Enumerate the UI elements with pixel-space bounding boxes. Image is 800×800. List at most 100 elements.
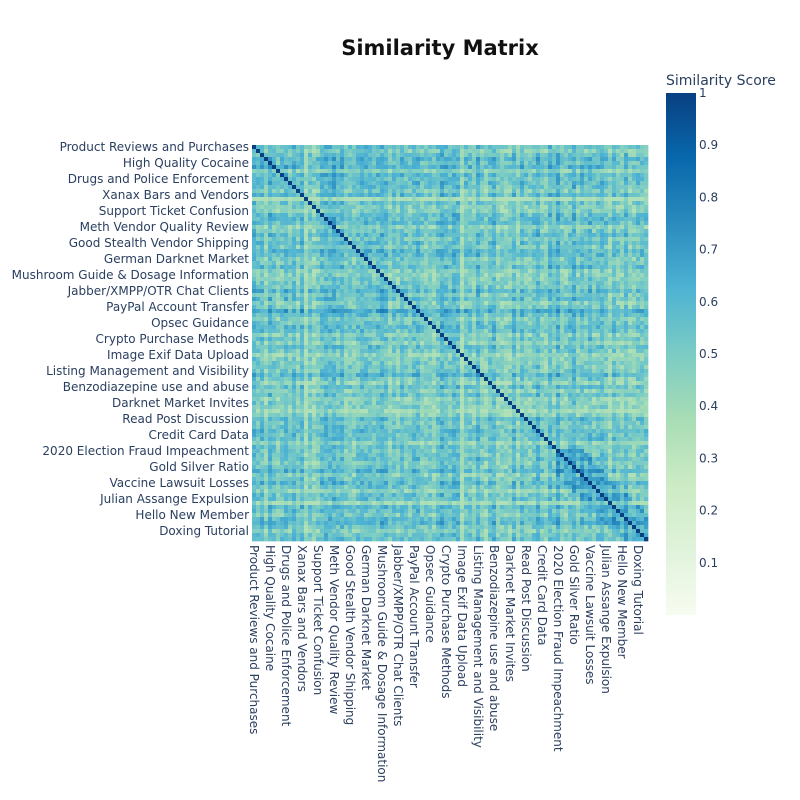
heatmap-cell	[472, 273, 477, 278]
heatmap-cell	[516, 257, 521, 262]
heatmap-cell	[372, 217, 377, 222]
heatmap-cell	[392, 225, 397, 230]
heatmap-cell	[644, 213, 649, 218]
heatmap-cell	[300, 197, 305, 202]
heatmap-cell	[548, 249, 553, 254]
heatmap-cell	[368, 165, 373, 170]
heatmap-cell	[432, 249, 437, 254]
heatmap-cell	[460, 253, 465, 258]
heatmap-cell	[484, 341, 489, 346]
heatmap-cell	[400, 169, 405, 174]
heatmap-cell	[332, 341, 337, 346]
heatmap-cell	[600, 177, 605, 182]
heatmap-cell	[328, 173, 333, 178]
heatmap-cell	[372, 237, 377, 242]
heatmap-cell	[644, 173, 649, 178]
heatmap-cell	[500, 161, 505, 166]
heatmap-cell	[348, 317, 353, 322]
heatmap-cell	[380, 185, 385, 190]
heatmap-cell	[488, 169, 493, 174]
heatmap-cell	[420, 301, 425, 306]
heatmap-cell	[496, 161, 501, 166]
heatmap-cell	[412, 189, 417, 194]
heatmap-cell	[308, 297, 313, 302]
heatmap-cell	[332, 285, 337, 290]
heatmap-cell	[572, 277, 577, 282]
heatmap-cell	[420, 193, 425, 198]
heatmap-cell	[404, 209, 409, 214]
heatmap-cell	[284, 165, 289, 170]
heatmap-cell	[528, 329, 533, 334]
heatmap-cell	[268, 317, 273, 322]
heatmap-cell	[420, 337, 425, 342]
heatmap-cell	[368, 285, 373, 290]
heatmap-cell	[496, 281, 501, 286]
heatmap-cell	[280, 257, 285, 262]
heatmap-cell	[428, 253, 433, 258]
heatmap-cell	[624, 157, 629, 162]
heatmap-cell	[388, 301, 393, 306]
heatmap-cell	[432, 165, 437, 170]
heatmap-cell	[460, 197, 465, 202]
heatmap-cell	[500, 193, 505, 198]
heatmap-cell	[436, 185, 441, 190]
heatmap-cell	[412, 217, 417, 222]
heatmap-cell	[412, 293, 417, 298]
heatmap-cell	[412, 325, 417, 330]
heatmap-cell	[288, 145, 293, 150]
heatmap-cell	[296, 313, 301, 318]
heatmap-cell	[632, 321, 637, 326]
heatmap-cell	[284, 205, 289, 210]
heatmap-cell	[260, 261, 265, 266]
heatmap-cell	[640, 273, 645, 278]
heatmap-cell	[400, 205, 405, 210]
heatmap-cell	[424, 293, 429, 298]
heatmap-cell	[620, 257, 625, 262]
heatmap-cell	[376, 237, 381, 242]
heatmap-cell	[452, 277, 457, 282]
heatmap-cell	[448, 277, 453, 282]
heatmap-cell	[440, 185, 445, 190]
heatmap-cell	[460, 169, 465, 174]
heatmap-cell	[408, 205, 413, 210]
heatmap-cell	[412, 333, 417, 338]
heatmap-cell	[580, 325, 585, 330]
heatmap-cell	[332, 269, 337, 274]
heatmap-cell	[504, 173, 509, 178]
heatmap-cell	[564, 185, 569, 190]
heatmap-cell	[484, 329, 489, 334]
heatmap-cell	[372, 229, 377, 234]
heatmap-cell	[396, 213, 401, 218]
heatmap-cell	[612, 213, 617, 218]
heatmap-cell	[352, 329, 357, 334]
heatmap-cell	[452, 201, 457, 206]
heatmap-cell	[408, 317, 413, 322]
heatmap-cell	[608, 209, 613, 214]
heatmap-cell	[380, 173, 385, 178]
heatmap-cell	[576, 201, 581, 206]
heatmap-cell	[520, 205, 525, 210]
heatmap-cell	[440, 337, 445, 342]
heatmap-cell	[400, 181, 405, 186]
heatmap-cell	[408, 289, 413, 294]
heatmap-cell	[320, 265, 325, 270]
heatmap-cell	[288, 193, 293, 198]
heatmap-cell	[528, 189, 533, 194]
heatmap-cell	[276, 193, 281, 198]
heatmap-cell	[404, 281, 409, 286]
heatmap-cell	[464, 281, 469, 286]
heatmap-cell	[560, 229, 565, 234]
heatmap-cell	[468, 273, 473, 278]
heatmap-cell	[288, 165, 293, 170]
heatmap-cell	[268, 309, 273, 314]
heatmap-cell	[544, 201, 549, 206]
heatmap-cell	[588, 321, 593, 326]
heatmap-cell	[400, 213, 405, 218]
heatmap-cell	[464, 201, 469, 206]
heatmap-cell	[316, 173, 321, 178]
heatmap-cell	[616, 185, 621, 190]
heatmap-cell	[344, 161, 349, 166]
heatmap-cell	[500, 329, 505, 334]
heatmap-cell	[440, 173, 445, 178]
heatmap-cell	[276, 277, 281, 282]
